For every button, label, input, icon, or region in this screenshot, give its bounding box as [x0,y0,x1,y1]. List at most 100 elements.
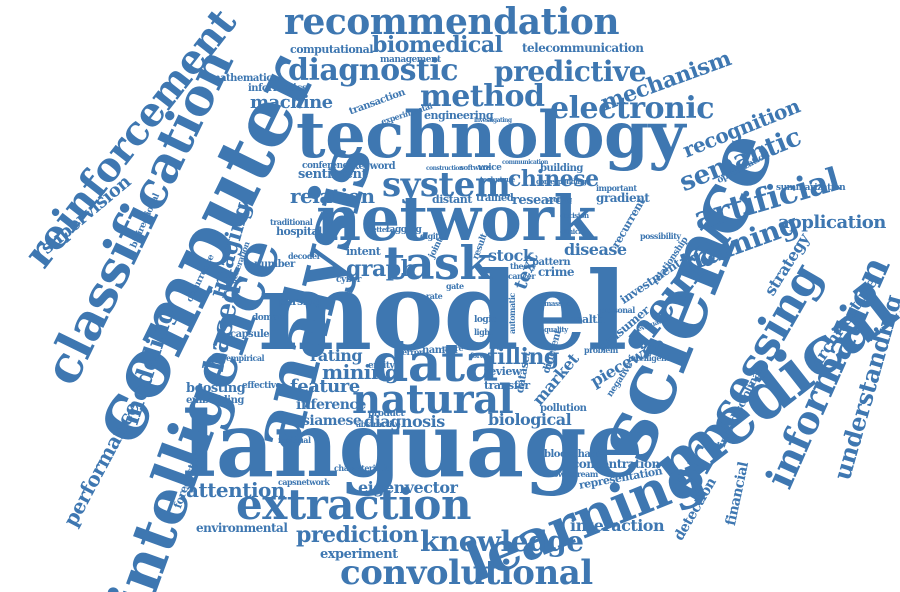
word-residual: residual [278,435,311,445]
word-transfer: transfer [484,379,530,392]
word-investigating: investigating [474,117,512,124]
word-sentiment: sentiment [298,167,367,182]
word-biological: biological [488,410,572,429]
word-tagging: tagging [386,225,422,235]
word-abstractive: abstractive [356,419,401,429]
word-technique: technique [480,175,515,184]
word-decoder: decoder [288,251,321,261]
word-intent: intent [346,245,381,258]
word-voice: voice [478,163,502,173]
word-cancer: cancer [508,271,536,281]
word-siamese: siamese [302,413,362,429]
word-environmental: environmental [196,521,288,535]
word-extraction: extraction [236,480,471,529]
word-concentration: concentration [572,457,660,471]
word-distant: distant [432,193,472,206]
word-theory: theory [510,261,536,271]
word-downstream: downstream [548,469,598,479]
word-hospital: hospital [276,225,322,238]
word-keyword: keyword [352,161,396,172]
word-predictive: predictive [494,55,647,88]
word-construction: construction [426,165,463,172]
word-capsule: capsule [230,329,270,340]
word-engineering: engineering [424,109,494,122]
word-product: product [368,409,405,419]
word-light: light [474,327,493,337]
word-summarization: summarization [776,183,846,193]
word-natural: natural [352,376,514,423]
word-attention: attention [186,478,285,502]
word-data: data [372,333,498,394]
word-possibility: possibility [640,231,681,241]
word-better: better [368,225,389,234]
word-error: error [402,347,423,357]
word-informatics: informatics [248,83,308,94]
word-prediction: prediction [296,522,419,548]
word-named: named [422,345,458,356]
word-machine: machine [250,92,333,113]
word-recommendation: recommendation [284,1,620,43]
word-blockchain: blockchain [544,449,601,460]
word-entity: entity [368,361,395,371]
word-traditional: traditional [270,217,313,227]
word-mining: mining [322,360,399,384]
word-problem: problem [584,345,618,355]
word-intelligent: intelligent [628,353,670,363]
word-graph: graph [346,256,417,282]
word-characteristic: characteristic [334,463,390,473]
word-domain: domain [252,313,287,323]
word-empirical: empirical [226,353,265,363]
word-crime: crime [538,265,575,279]
word-personal: personal [600,305,635,315]
word-gradient: gradient [596,191,650,205]
word-parsing: parsing [278,295,322,308]
word-application: application [778,212,886,233]
word-biomedical: biomedical [372,32,503,58]
word-rating: rating [310,346,363,365]
word-technology: technology [296,98,685,173]
word-effective: effective [242,381,281,391]
word-cyber: cyber [336,275,361,285]
word-quality: quality [544,325,568,334]
word-experiment: experiment [320,547,398,562]
word-embedding: embedding [186,395,244,406]
word-boosting: boosting [186,381,246,396]
word-digital: digital [420,231,446,241]
word-filling: filling [488,344,559,370]
word-disease: disease [564,240,627,259]
word-management: management [380,55,441,65]
word-convolutional: convolutional [340,553,593,592]
word-knowledge: knowledge [420,525,584,558]
word-software: software [460,163,490,172]
word-capsnetwork: capsnetwork [278,477,330,487]
word-feature: feature [290,376,360,397]
word-important: important [596,183,637,193]
word-more: more [442,343,464,353]
word-pollution: pollution [540,403,587,414]
word-research: research [512,193,572,208]
word-interaction: interaction [570,516,665,535]
word-telecommunication: telecommunication [522,41,644,55]
word-language: language [182,392,643,498]
word-task: task [384,236,491,290]
word-method: method [420,79,545,114]
word-computational: computational [290,43,373,56]
word-network: network [316,182,597,255]
word-stock: stock [488,246,534,265]
word-diagnosis: diagnosis [364,412,445,431]
word-system: system [382,165,511,205]
word-number: number [254,259,295,270]
word-health: health [568,313,605,326]
word-automatic: automatic [507,293,517,334]
word-decision: decision [560,211,589,220]
word-pattern: pattern [532,257,571,268]
word-electronic: electronic [550,91,714,126]
word-relation: relation [290,184,375,208]
word-rate: rate [426,291,443,301]
word-communication: communication [502,159,548,166]
word-eigenvector: eigenvector [358,478,458,497]
word-mathematical: mathematical [210,73,282,84]
word-corresponding: corresponding [536,177,587,186]
word-forest: forest [470,351,491,360]
